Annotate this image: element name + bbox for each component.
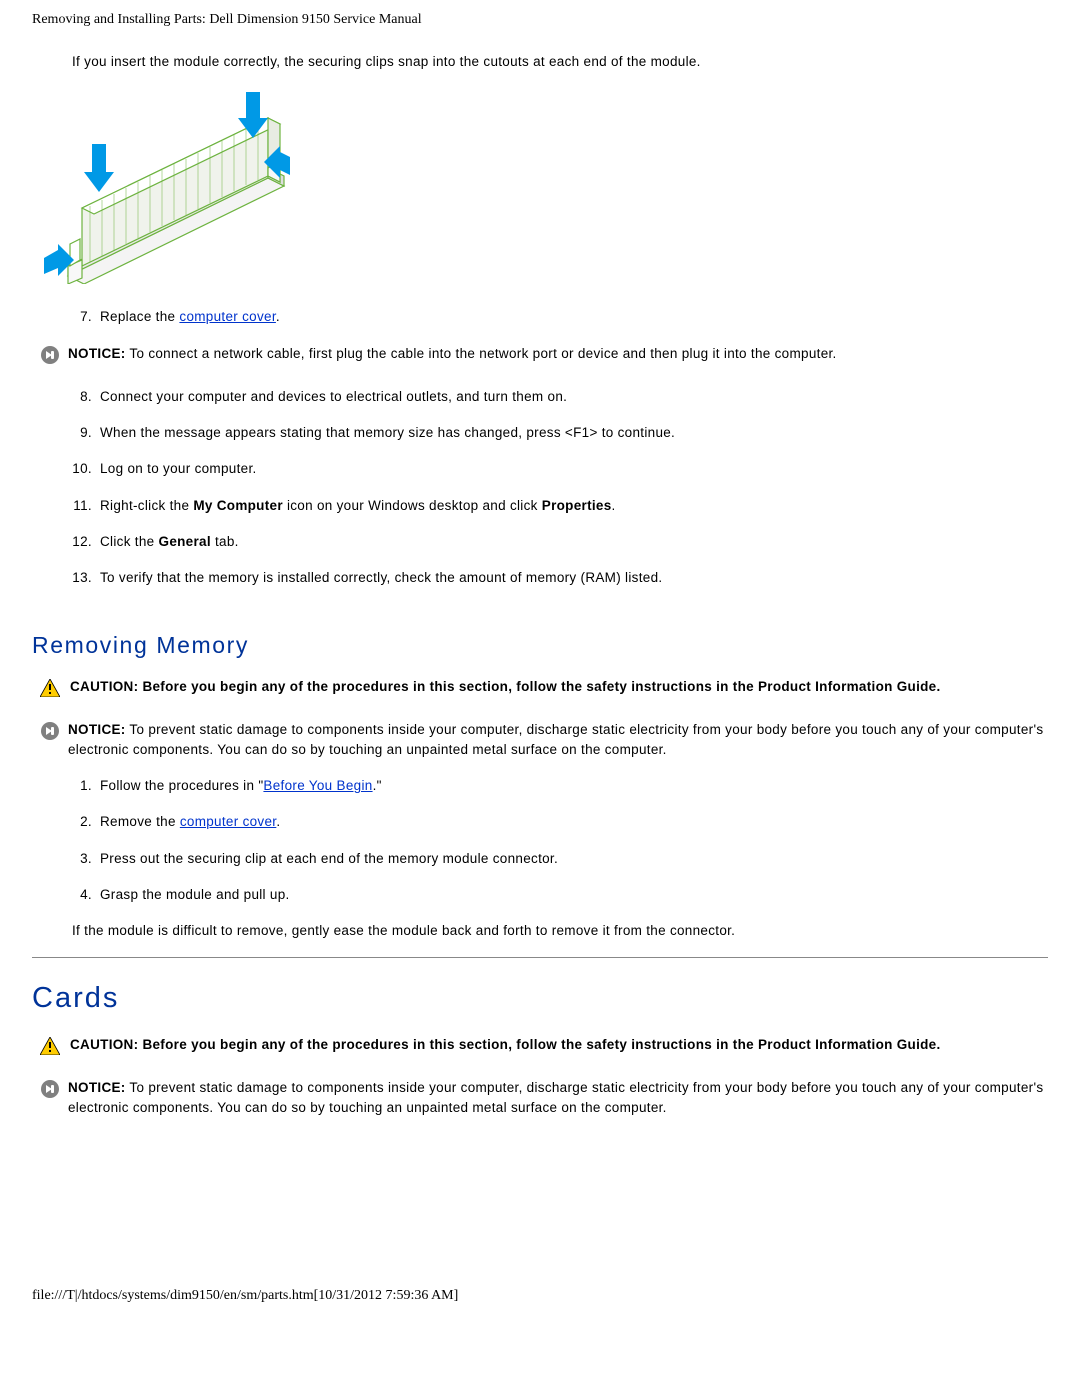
step-7: Replace the computer cover.: [96, 307, 1048, 327]
notice-body: NOTICE: To connect a network cable, firs…: [68, 344, 1048, 364]
step-12: Click the General tab.: [96, 532, 1048, 552]
step-7-prefix: Replace the: [100, 309, 179, 324]
caution-triangle-icon: [40, 679, 60, 703]
caution-label: CAUTION:: [70, 1037, 142, 1052]
notice-arrow-icon: [40, 345, 60, 371]
step-9: When the message appears stating that me…: [96, 423, 1048, 443]
step-list-b: Connect your computer and devices to ele…: [32, 387, 1048, 589]
caution-triangle-icon: [40, 1037, 60, 1061]
step-7-suffix: .: [276, 309, 280, 324]
notice-static-removing: NOTICE: To prevent static damage to comp…: [40, 720, 1048, 761]
notice-body: NOTICE: To prevent static damage to comp…: [68, 1078, 1048, 1119]
notice-arrow-icon: [40, 1079, 60, 1105]
cards-heading: Cards: [32, 982, 1048, 1015]
page-footer: file:///T|/htdocs/systems/dim9150/en/sm/…: [32, 1288, 1048, 1304]
rm-step-3: Press out the securing clip at each end …: [96, 849, 1048, 869]
caution-body: CAUTION: Before you begin any of the pro…: [70, 1035, 1048, 1055]
removing-memory-steps: Follow the procedures in "Before You Beg…: [32, 776, 1048, 905]
memory-module-diagram: [40, 84, 1048, 287]
rm-step-4: Grasp the module and pull up.: [96, 885, 1048, 905]
notice-static-cards: NOTICE: To prevent static damage to comp…: [40, 1078, 1048, 1119]
section-divider: [32, 957, 1048, 958]
step-13: To verify that the memory is installed c…: [96, 568, 1048, 588]
caution-label: CAUTION:: [70, 679, 142, 694]
step-10: Log on to your computer.: [96, 459, 1048, 479]
caution-body: CAUTION: Before you begin any of the pro…: [70, 677, 1048, 697]
computer-cover-link[interactable]: computer cover: [179, 309, 276, 324]
notice-label: NOTICE:: [68, 346, 126, 361]
removing-memory-tail: If the module is difficult to remove, ge…: [72, 921, 1048, 941]
rm-step-2: Remove the computer cover.: [96, 812, 1048, 832]
notice-arrow-icon: [40, 721, 60, 747]
caution-removing-memory: CAUTION: Before you begin any of the pro…: [40, 677, 1048, 703]
before-you-begin-link[interactable]: Before You Begin: [263, 778, 372, 793]
page-header: Removing and Installing Parts: Dell Dime…: [32, 12, 1048, 28]
step-list-a: Replace the computer cover.: [32, 307, 1048, 327]
step-8: Connect your computer and devices to ele…: [96, 387, 1048, 407]
removing-memory-heading: Removing Memory: [32, 632, 1048, 659]
notice-network-cable: NOTICE: To connect a network cable, firs…: [40, 344, 1048, 371]
notice-body: NOTICE: To prevent static damage to comp…: [68, 720, 1048, 761]
notice-text: To connect a network cable, first plug t…: [126, 346, 837, 361]
notice-text: To prevent static damage to components i…: [68, 722, 1043, 757]
rm-step-1: Follow the procedures in "Before You Beg…: [96, 776, 1048, 796]
caution-cards: CAUTION: Before you begin any of the pro…: [40, 1035, 1048, 1061]
intro-paragraph: If you insert the module correctly, the …: [72, 52, 1048, 72]
computer-cover-link-2[interactable]: computer cover: [180, 814, 277, 829]
notice-text: To prevent static damage to components i…: [68, 1080, 1043, 1115]
notice-label: NOTICE:: [68, 1080, 126, 1095]
caution-text: Before you begin any of the procedures i…: [142, 1037, 940, 1052]
notice-label: NOTICE:: [68, 722, 126, 737]
caution-text: Before you begin any of the procedures i…: [142, 679, 940, 694]
step-11: Right-click the My Computer icon on your…: [96, 496, 1048, 516]
